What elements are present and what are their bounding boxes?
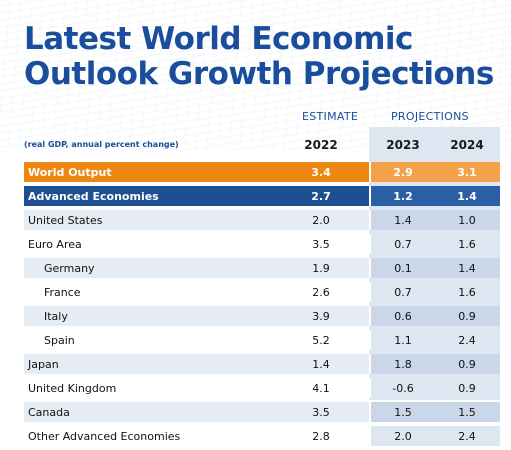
value-2023: -0.6	[392, 382, 414, 395]
row-label: United Kingdom	[28, 382, 117, 395]
value-2024: 1.5	[458, 406, 476, 419]
projections-header: PROJECTIONS	[391, 110, 469, 123]
value-2024: 1.4	[457, 190, 477, 203]
value-2022: 3.4	[311, 166, 331, 179]
units-note: (real GDP, annual percent change)	[24, 140, 179, 149]
column-divider	[369, 258, 371, 278]
value-2024: 2.4	[458, 334, 476, 347]
row-label: Canada	[28, 406, 70, 419]
value-2023: 1.8	[394, 358, 412, 371]
table-row-other-advanced-economies: Other Advanced Economies 2.8 2.0 2.4	[24, 426, 500, 446]
background-pattern	[0, 0, 511, 150]
value-2023: 2.9	[393, 166, 413, 179]
value-2024: 0.9	[458, 382, 476, 395]
value-2024: 1.4	[458, 262, 476, 275]
value-2024: 1.0	[458, 214, 476, 227]
title-line-2: Outlook Growth Projections	[24, 56, 494, 92]
table-row-world-output: World Output 3.4 2.9 3.1	[24, 162, 500, 182]
value-2022: 2.8	[312, 430, 330, 443]
column-divider	[369, 426, 371, 446]
row-label: France	[44, 286, 81, 299]
column-divider	[369, 378, 371, 398]
table-row-france: France 2.6 0.7 1.6	[24, 282, 500, 302]
column-divider	[369, 186, 371, 206]
projection-cell-shade	[369, 330, 500, 350]
value-2023: 1.5	[394, 406, 412, 419]
value-2023: 2.0	[394, 430, 412, 443]
value-2022: 1.9	[312, 262, 330, 275]
projection-cell-shade	[369, 234, 500, 254]
column-divider	[369, 402, 371, 422]
value-2023: 0.6	[394, 310, 412, 323]
projection-cell-shade	[369, 282, 500, 302]
projection-cell-shade	[369, 162, 500, 182]
table-row-germany: Germany 1.9 0.1 1.4	[24, 258, 500, 278]
value-2024: 0.9	[458, 358, 476, 371]
value-2023: 0.1	[394, 262, 412, 275]
table-row-united-states: United States 2.0 1.4 1.0	[24, 210, 500, 230]
row-label: United States	[28, 214, 103, 227]
value-2023: 1.2	[393, 190, 413, 203]
value-2022: 1.4	[312, 358, 330, 371]
table-row-euro-area: Euro Area 3.5 0.7 1.6	[24, 234, 500, 254]
table-row-advanced-economies: Advanced Economies 2.7 1.2 1.4	[24, 186, 500, 206]
value-2023: 1.4	[394, 214, 412, 227]
projection-cell-shade	[369, 306, 500, 326]
projection-cell-shade	[369, 378, 500, 398]
value-2022: 3.5	[312, 238, 330, 251]
value-2024: 0.9	[458, 310, 476, 323]
table-row-italy: Italy 3.9 0.6 0.9	[24, 306, 500, 326]
year-2022-header: 2022	[304, 138, 338, 152]
row-label: World Output	[28, 166, 112, 179]
year-2024-header: 2024	[450, 138, 484, 152]
value-2023: 1.1	[394, 334, 412, 347]
value-2022: 2.6	[312, 286, 330, 299]
column-divider	[369, 306, 371, 326]
row-label: Italy	[44, 310, 68, 323]
row-label: Advanced Economies	[28, 190, 159, 203]
projection-cell-shade	[369, 258, 500, 278]
value-2024: 1.6	[458, 286, 476, 299]
column-divider	[369, 282, 371, 302]
row-label: Spain	[44, 334, 75, 347]
value-2023: 0.7	[394, 286, 412, 299]
value-2023: 0.7	[394, 238, 412, 251]
column-divider	[369, 210, 371, 230]
column-divider	[369, 330, 371, 350]
column-divider	[369, 162, 371, 182]
row-label: Japan	[28, 358, 59, 371]
value-2024: 2.4	[458, 430, 476, 443]
table-row-japan: Japan 1.4 1.8 0.9	[24, 354, 500, 374]
estimate-header: ESTIMATE	[302, 110, 359, 123]
page-title: Latest World Economic Outlook Growth Pro…	[24, 22, 494, 92]
projection-cell-shade	[369, 186, 500, 206]
value-2024: 1.6	[458, 238, 476, 251]
value-2022: 3.5	[312, 406, 330, 419]
projection-cell-shade	[369, 210, 500, 230]
table-row-spain: Spain 5.2 1.1 2.4	[24, 330, 500, 350]
year-2023-header: 2023	[386, 138, 420, 152]
value-2022: 3.9	[312, 310, 330, 323]
row-label: Euro Area	[28, 238, 82, 251]
table-row-united-kingdom: United Kingdom 4.1 -0.6 0.9	[24, 378, 500, 398]
value-2024: 3.1	[457, 166, 477, 179]
table-row-canada: Canada 3.5 1.5 1.5	[24, 402, 500, 422]
growth-table: World Output 3.4 2.9 3.1 Advanced Econom…	[24, 162, 500, 450]
column-divider	[369, 354, 371, 374]
projection-cell-shade	[369, 354, 500, 374]
row-label: Germany	[44, 262, 95, 275]
value-2022: 2.7	[311, 190, 331, 203]
value-2022: 4.1	[312, 382, 330, 395]
row-label: Other Advanced Economies	[28, 430, 181, 443]
value-2022: 2.0	[312, 214, 330, 227]
column-divider	[369, 234, 371, 254]
title-line-1: Latest World Economic	[24, 21, 413, 57]
value-2022: 5.2	[312, 334, 330, 347]
